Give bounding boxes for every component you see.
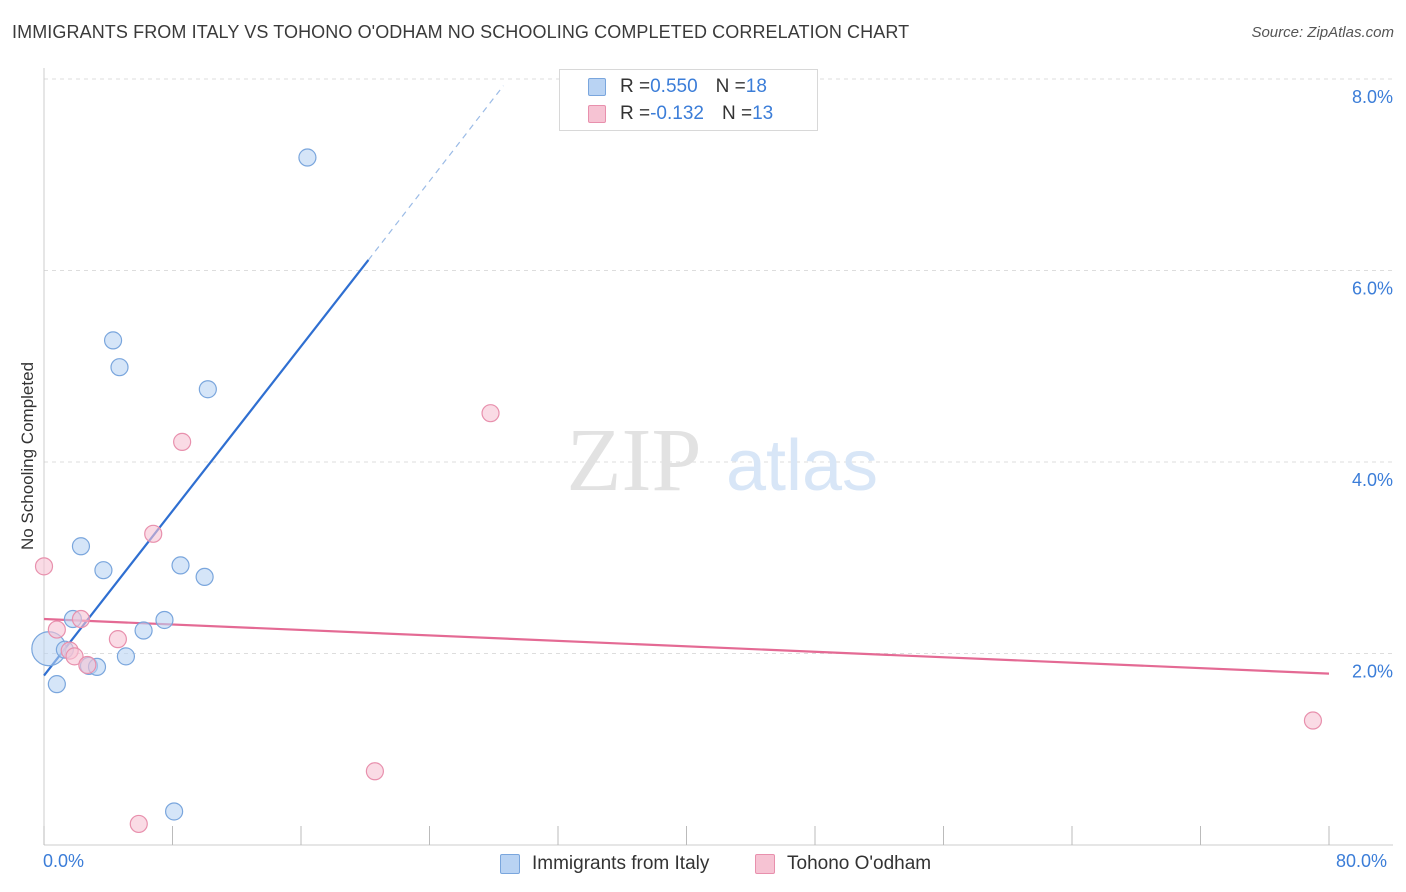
point-italy-7 xyxy=(94,561,113,580)
grid-layer xyxy=(44,78,1393,654)
points-layer xyxy=(31,148,1323,834)
point-italy-17 xyxy=(298,148,317,167)
point-italy-13 xyxy=(165,802,184,821)
bottom-legend-swatch-italy xyxy=(500,854,520,874)
point-italy-14 xyxy=(171,556,190,575)
point-tohono-0 xyxy=(34,557,54,576)
legend-italy-n-label: N = xyxy=(715,76,746,97)
bottom-legend-label-italy: Immigrants from Italy xyxy=(532,853,710,874)
trend-line-italy-extension xyxy=(367,85,504,261)
correlation-legend: R = 0.550 N = 18 R = -0.132 N = 13 xyxy=(559,69,818,131)
trend-line-tohono xyxy=(43,617,1330,675)
legend-italy-r-label: R = xyxy=(620,76,651,97)
point-italy-1 xyxy=(47,675,66,694)
bottom-legend-swatch-tohono xyxy=(755,854,775,874)
point-italy-11 xyxy=(134,621,153,640)
trend-layer xyxy=(43,85,1330,677)
point-tohono-3 xyxy=(65,647,84,666)
watermark-zip: ZIP xyxy=(567,411,702,510)
point-tohono-5 xyxy=(78,655,97,675)
axis-layer xyxy=(43,68,1393,846)
point-italy-8 xyxy=(103,331,123,350)
legend-swatch-italy xyxy=(588,78,606,96)
legend-italy-n-value: 18 xyxy=(745,76,767,97)
legend-tohono-n-value: 13 xyxy=(752,103,774,124)
legend-row-italy: R = 0.550 N = 18 xyxy=(588,75,767,99)
point-tohono-10 xyxy=(365,762,384,781)
legend-tohono-r-label: R = xyxy=(620,103,651,124)
point-italy-4 xyxy=(71,537,91,556)
point-italy-16 xyxy=(198,380,217,399)
source-label: Source: ZipAtlas.com xyxy=(1251,24,1394,41)
y-tick-label-3: 8.0% xyxy=(1352,87,1393,107)
trend-line-italy xyxy=(43,259,370,677)
bottom-legend-italy: Immigrants from Italy xyxy=(500,852,709,876)
watermark: ZIP atlas xyxy=(567,411,879,510)
legend-italy-r-value: 0.550 xyxy=(650,76,698,97)
watermark-atlas: atlas xyxy=(726,426,878,506)
point-tohono-8 xyxy=(144,524,163,543)
y-tick-labels: 2.0% 4.0% 6.0% 8.0% xyxy=(1352,87,1393,682)
y-tick-label-1: 4.0% xyxy=(1352,470,1393,490)
bottom-legend-tohono: Tohono O'odham xyxy=(755,852,931,876)
point-tohono-6 xyxy=(108,630,127,649)
point-tohono-1 xyxy=(47,620,66,639)
point-tohono-7 xyxy=(129,814,148,834)
point-tohono-11 xyxy=(481,404,500,423)
point-italy-12 xyxy=(155,610,174,630)
point-tohono-12 xyxy=(1303,711,1323,730)
point-tohono-9 xyxy=(173,432,192,451)
point-italy-15 xyxy=(195,567,214,587)
x-tick-label-max: 80.0% xyxy=(1336,851,1388,871)
x-tick-label-min: 0.0% xyxy=(43,851,85,871)
y-tick-label-2: 6.0% xyxy=(1352,279,1393,299)
legend-tohono-r-value: -0.132 xyxy=(650,103,704,124)
y-tick-label-0: 2.0% xyxy=(1352,662,1393,682)
chart-title: IMMIGRANTS FROM ITALY VS TOHONO O'ODHAM … xyxy=(12,22,910,42)
legend-swatch-tohono xyxy=(588,105,606,123)
point-italy-9 xyxy=(110,358,129,377)
legend-tohono-n-label: N = xyxy=(721,103,753,124)
legend-row-tohono: R = -0.132 N = 13 xyxy=(588,102,773,126)
point-tohono-4 xyxy=(71,609,91,629)
point-italy-10 xyxy=(116,647,136,666)
bottom-legend-label-tohono: Tohono O'odham xyxy=(787,853,932,874)
